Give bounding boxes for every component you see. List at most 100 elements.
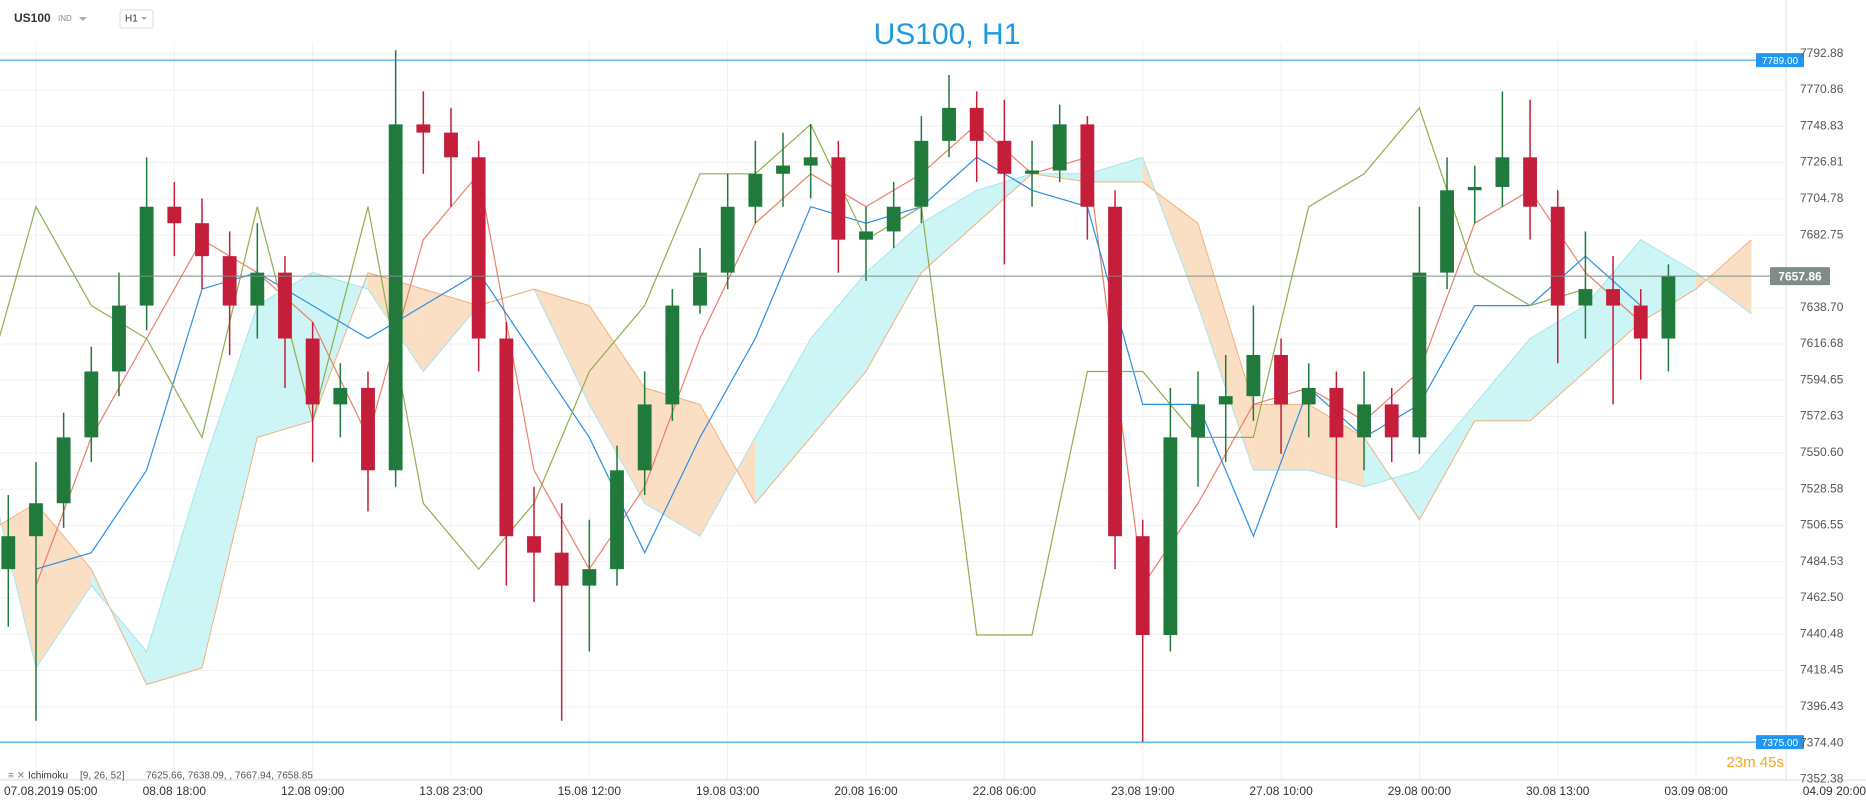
candle-body bbox=[914, 140, 929, 207]
y-tick-label: 7748.83 bbox=[1800, 118, 1844, 132]
chart-title: US100, H1 bbox=[874, 18, 1021, 51]
cloud-segment bbox=[755, 338, 811, 504]
x-tick-label: 19.08 03:00 bbox=[696, 784, 760, 798]
cloud-segment bbox=[700, 404, 756, 537]
x-tick-label: 23.08 19:00 bbox=[1111, 784, 1175, 798]
cloud-segment bbox=[810, 272, 867, 438]
candle-body bbox=[1661, 275, 1676, 339]
y-tick-label: 7594.65 bbox=[1800, 372, 1844, 386]
candle-body bbox=[333, 387, 348, 405]
timeframe[interactable]: H1 bbox=[125, 14, 138, 25]
candle-body bbox=[361, 387, 375, 471]
candle-body bbox=[1080, 124, 1095, 207]
candle-body bbox=[942, 107, 956, 141]
indicator-name[interactable]: Ichimoku bbox=[28, 771, 68, 782]
cloud-segment bbox=[644, 387, 701, 537]
price-label: 7657.86 bbox=[1778, 269, 1822, 283]
candle-body bbox=[720, 206, 735, 273]
symbol[interactable]: US100 bbox=[14, 11, 51, 25]
category[interactable]: IND bbox=[58, 14, 72, 23]
indicator-params: [9, 26, 52] bbox=[80, 771, 125, 782]
timeframe-box[interactable] bbox=[119, 9, 154, 29]
candle-body bbox=[1135, 536, 1150, 636]
candle-body bbox=[776, 165, 790, 174]
x-tick-label: 07.08.2019 05:00 bbox=[4, 784, 98, 798]
candles-layer bbox=[1, 50, 1676, 743]
y-tick-label: 7616.68 bbox=[1800, 336, 1844, 350]
candle-body bbox=[859, 231, 873, 240]
y-tick-label: 7396.43 bbox=[1800, 699, 1844, 713]
x-tick-label: 27.08 10:00 bbox=[1249, 784, 1313, 798]
cloud-layer bbox=[0, 156, 1752, 686]
candle-body bbox=[388, 124, 403, 471]
candle-body bbox=[1301, 387, 1316, 405]
candle-body bbox=[1606, 289, 1620, 306]
cloud-segment bbox=[1198, 223, 1254, 471]
candle-body bbox=[554, 552, 569, 586]
candle-body bbox=[444, 132, 458, 158]
cloud-segment bbox=[1474, 338, 1531, 421]
candle-body bbox=[997, 140, 1012, 174]
grid-layer bbox=[0, 0, 1866, 781]
candle-body bbox=[56, 437, 71, 504]
indicator-values: 7625.66, 7638.09, , 7667.94, 7658.85 bbox=[146, 771, 313, 782]
price-label-box bbox=[1756, 735, 1804, 750]
candle-body bbox=[1218, 396, 1233, 405]
candle-body bbox=[1329, 387, 1344, 438]
y-tick-label: 7726.81 bbox=[1800, 155, 1844, 169]
x-tick-label: 22.08 06:00 bbox=[973, 784, 1037, 798]
price-label: 7789.00 bbox=[1762, 56, 1799, 67]
candle-body bbox=[139, 206, 154, 306]
dropdown-arrow[interactable] bbox=[141, 17, 147, 20]
candle-body bbox=[1274, 354, 1288, 405]
x-tick-label: 30.08 13:00 bbox=[1526, 784, 1590, 798]
candle-body bbox=[693, 272, 707, 306]
candle-body bbox=[803, 157, 818, 166]
candle-body bbox=[471, 157, 486, 339]
y-tick-label: 7792.88 bbox=[1800, 46, 1844, 60]
candle-body bbox=[1550, 206, 1565, 306]
candle-body bbox=[1578, 289, 1593, 306]
candle-body bbox=[250, 272, 265, 306]
candle-body bbox=[610, 470, 624, 570]
y-tick-label: 7418.45 bbox=[1800, 663, 1844, 677]
cloud-segment bbox=[146, 470, 202, 685]
labels-layer: 7792.88 7770.86 7748.83 7726.81 7704.78 7682.… bbox=[4, 46, 1866, 798]
cloud-segment bbox=[1087, 157, 1143, 183]
x-tick-label: 13.08 23:00 bbox=[419, 784, 483, 798]
candle-body bbox=[222, 256, 237, 306]
price-label: 7375.00 bbox=[1762, 738, 1799, 749]
candle-body bbox=[665, 305, 680, 405]
candle-body bbox=[886, 206, 901, 232]
candle-body bbox=[1, 536, 16, 570]
candle-body bbox=[1440, 190, 1454, 273]
indicator-icons[interactable]: ≡ ✕ bbox=[8, 771, 25, 782]
candle-body bbox=[831, 157, 846, 240]
dropdown-arrow[interactable] bbox=[79, 17, 87, 21]
cloud-segment bbox=[1696, 239, 1752, 314]
candle-body bbox=[1467, 186, 1482, 191]
candle-body bbox=[167, 206, 182, 224]
candle-body bbox=[84, 371, 99, 438]
candle-body bbox=[1523, 157, 1537, 207]
candle-body bbox=[278, 272, 292, 339]
cloud-segment bbox=[423, 289, 479, 372]
candle-body bbox=[195, 223, 209, 257]
y-tick-label: 7704.78 bbox=[1800, 191, 1844, 205]
cloud-segment bbox=[201, 305, 258, 668]
y-tick-label: 7374.40 bbox=[1800, 735, 1844, 749]
candle-body bbox=[1163, 437, 1178, 636]
y-tick-label: 7770.86 bbox=[1800, 82, 1844, 96]
candle-body bbox=[29, 503, 43, 537]
y-tick-label: 7484.53 bbox=[1800, 554, 1844, 568]
candle-body bbox=[969, 107, 984, 141]
candle-body bbox=[499, 338, 514, 537]
price-label-box bbox=[1770, 267, 1830, 286]
x-tick-label: 15.08 12:00 bbox=[558, 784, 622, 798]
candle-body bbox=[582, 569, 597, 586]
y-tick-label: 7528.58 bbox=[1800, 481, 1844, 495]
candle-body bbox=[112, 305, 126, 372]
cloud-segment bbox=[35, 503, 92, 668]
candle-body bbox=[637, 404, 652, 471]
